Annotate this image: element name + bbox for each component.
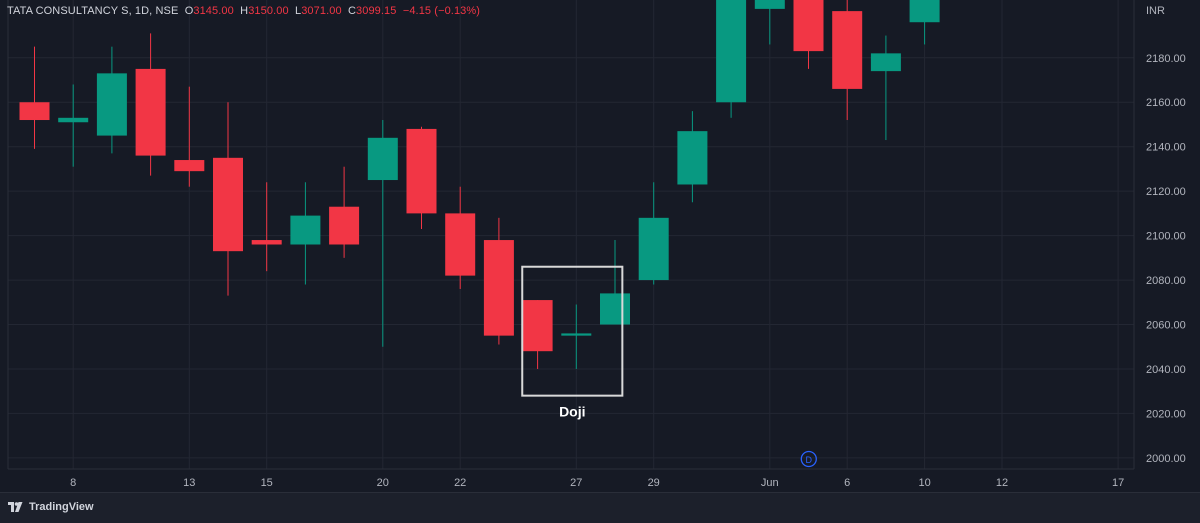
symbol-legend: TATA CONSULTANCY S, 1D, NSE O3145.00 H31… — [7, 5, 480, 17]
currency-label: INR — [1146, 5, 1165, 17]
low-label: L — [294, 5, 302, 17]
y-tick-label: 2060.00 — [1146, 320, 1186, 332]
candle-body — [716, 0, 747, 103]
candle-body — [19, 102, 50, 121]
open-value: 3145.00 — [193, 5, 234, 17]
x-tick-label: 15 — [261, 477, 273, 489]
candlestick-chart[interactable]: 2000.00 2020.00 2040.00 2060.00 2080.00 2100.… — [0, 0, 1200, 492]
candle-body — [754, 0, 785, 9]
y-tick-label: 2000.00 — [1146, 453, 1186, 465]
candle-body — [290, 215, 321, 245]
x-tick-label: 10 — [918, 477, 930, 489]
candle-body — [793, 0, 824, 52]
x-tick-label: 17 — [1112, 477, 1124, 489]
change-value: −4.15 (−0.13%) — [402, 5, 481, 17]
dividend-marker-icon[interactable] — [800, 450, 817, 468]
candle-body — [329, 206, 360, 245]
candle-body — [638, 217, 669, 281]
doji-annotation-label: Doji — [559, 404, 585, 420]
candle-body — [522, 300, 553, 352]
high-label: H — [240, 5, 249, 17]
candle-body — [677, 131, 708, 185]
close-value: 3099.15 — [356, 5, 397, 17]
x-tick-label: 8 — [70, 477, 76, 489]
x-tick-label: 29 — [648, 477, 660, 489]
candle-body — [213, 157, 243, 252]
low-value: 3071.00 — [301, 5, 342, 17]
x-tick-label: 13 — [183, 477, 195, 489]
x-tick-label: 20 — [377, 477, 389, 489]
dividend-marker-label: D — [806, 455, 813, 465]
tradingview-logo[interactable]: TradingView — [8, 501, 94, 513]
x-tick-label: 27 — [570, 477, 582, 489]
high-value: 3150.00 — [248, 5, 289, 17]
tradingview-icon — [8, 502, 23, 512]
y-tick-label: 2080.00 — [1146, 275, 1186, 287]
y-tick-label: 2160.00 — [1146, 97, 1186, 109]
brand-name: TradingView — [29, 501, 94, 513]
candle-body — [909, 0, 940, 23]
y-tick-label: 2140.00 — [1146, 142, 1186, 154]
footer-bar: TradingView — [0, 492, 1200, 523]
doji-annotation-box — [521, 265, 624, 397]
candle-body — [96, 73, 127, 136]
candle-body — [58, 117, 89, 123]
x-tick-label: 6 — [844, 477, 850, 489]
open-label: O — [184, 5, 194, 17]
candle-body — [251, 240, 282, 245]
y-tick-label: 2020.00 — [1146, 408, 1186, 420]
candle-body — [832, 11, 863, 89]
x-tick-label: 12 — [996, 477, 1008, 489]
y-tick-label: 2100.00 — [1146, 231, 1186, 243]
y-tick-label: 2040.00 — [1146, 364, 1186, 376]
candle-body — [406, 128, 437, 214]
candle-body — [174, 160, 205, 172]
candle-body — [561, 333, 592, 336]
candle-body — [870, 53, 901, 72]
candle-body — [600, 293, 630, 325]
symbol-name: TATA CONSULTANCY S, 1D, NSE — [7, 5, 179, 17]
y-tick-label: 2180.00 — [1146, 53, 1186, 65]
close-label: C — [347, 5, 357, 17]
candle-body — [367, 137, 398, 181]
candle-body — [445, 213, 476, 276]
y-tick-label: 2120.00 — [1146, 186, 1186, 198]
x-tick-label: Jun — [761, 477, 779, 489]
x-tick-label: 22 — [454, 477, 466, 489]
candle-body — [135, 68, 166, 156]
candle-body — [483, 240, 514, 336]
